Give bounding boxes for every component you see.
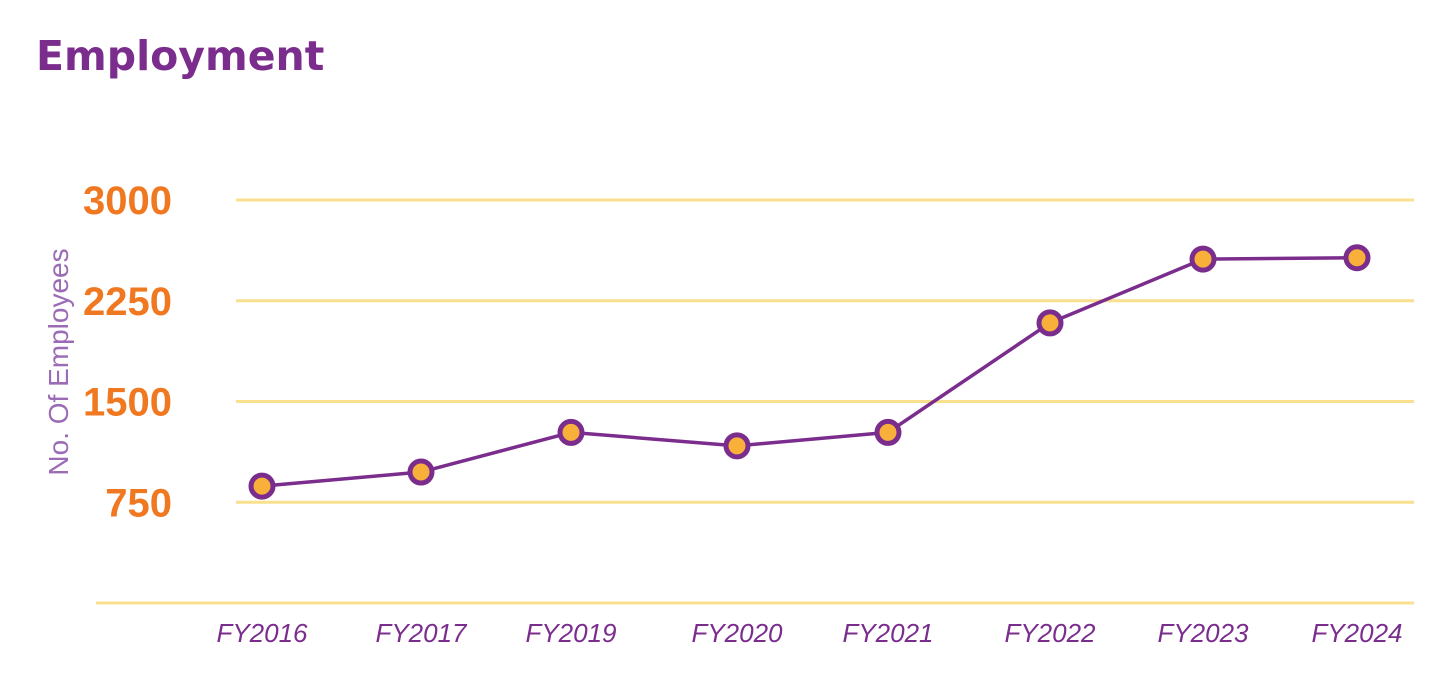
- x-tick-label: FY2021: [842, 618, 933, 648]
- data-point-fy2016: [248, 472, 276, 500]
- x-tick-label: FY2022: [1004, 618, 1096, 648]
- series-line: [260, 256, 1359, 488]
- data-point-fy2019: [557, 418, 585, 446]
- y-tick-label: 3000: [83, 179, 172, 223]
- x-tick-label: FY2017: [375, 618, 468, 648]
- series-employees: [248, 244, 1371, 500]
- x-tick-label: FY2019: [525, 618, 616, 648]
- data-point-fy2022: [1036, 309, 1064, 337]
- y-tick-label: 2250: [83, 280, 172, 324]
- x-tick-label: FY2020: [691, 618, 783, 648]
- data-point-fy2023: [1189, 245, 1217, 273]
- data-point-fy2021: [874, 418, 902, 446]
- y-tick-label: 1500: [83, 381, 172, 425]
- data-point-fy2024: [1343, 244, 1371, 272]
- x-tick-labels: FY2016 FY2017 FY2019 FY2020 FY2021 FY2022 FY20…: [216, 618, 1402, 648]
- data-point-fy2020: [723, 432, 751, 460]
- x-tick-label: FY2024: [1311, 618, 1402, 648]
- data-point-fy2017: [407, 458, 435, 486]
- y-tick-label: 750: [105, 481, 172, 525]
- x-tick-label: FY2016: [216, 618, 308, 648]
- x-tick-label: FY2023: [1157, 618, 1249, 648]
- chart-title: Employment: [36, 32, 324, 80]
- gridlines: [96, 198, 1414, 605]
- y-axis-label: No. Of Employees: [43, 248, 74, 475]
- y-tick-labels: 750 1500 2250 3000: [83, 179, 172, 525]
